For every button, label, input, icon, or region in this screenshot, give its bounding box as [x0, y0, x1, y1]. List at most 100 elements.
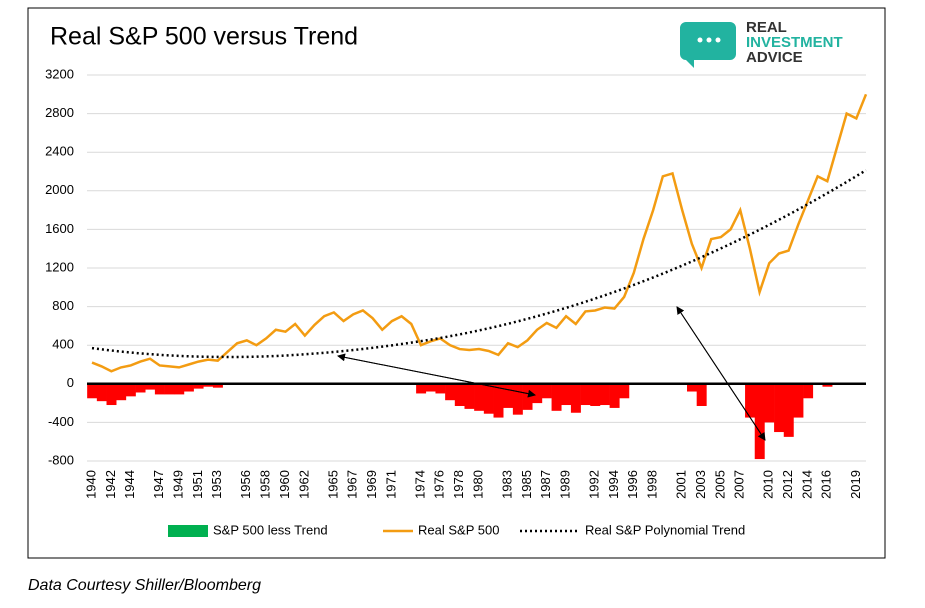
deviation-bar	[193, 383, 204, 389]
deviation-bar	[687, 383, 697, 392]
deviation-bar	[532, 383, 543, 404]
deviation-bar	[474, 383, 485, 411]
deviation-bar	[416, 383, 427, 394]
x-tick-label: 2005	[712, 470, 727, 499]
source-note: Data Courtesy Shiller/Bloomberg	[28, 577, 261, 594]
deviation-bar	[503, 383, 514, 408]
x-tick-label: 1962	[296, 470, 311, 499]
x-tick-label: 1951	[190, 470, 205, 499]
deviation-bar	[154, 383, 165, 395]
x-tick-label: 1989	[558, 470, 573, 499]
x-tick-label: 1942	[103, 470, 118, 499]
deviation-bar	[541, 383, 552, 399]
deviation-bar	[599, 383, 610, 406]
deviation-bar	[745, 383, 756, 418]
logo-icon	[680, 22, 736, 68]
x-tick-label: 1976	[432, 470, 447, 499]
x-tick-label: 1974	[412, 470, 427, 499]
logo-dot	[715, 37, 721, 43]
logo-dot	[697, 37, 703, 43]
legend-label: Real S&P Polynomial Trend	[585, 522, 745, 537]
annotation-arrow	[337, 355, 536, 398]
deviation-bar	[125, 383, 136, 397]
deviation-bar	[551, 383, 562, 411]
annotation-arrow	[676, 306, 766, 441]
deviation-bar	[135, 383, 146, 393]
x-tick-label: 1980	[470, 470, 485, 499]
deviation-bar	[764, 383, 775, 423]
x-tick-label: 2007	[732, 470, 747, 499]
y-tick-label: -800	[48, 452, 74, 467]
deviation-bar	[570, 383, 581, 413]
deviation-bar	[145, 383, 156, 390]
y-tick-label: 400	[52, 337, 74, 352]
logo-text: REAL	[746, 19, 787, 36]
deviation-bar	[435, 383, 446, 394]
deviation-bar	[116, 383, 127, 401]
deviation-bar	[619, 383, 630, 399]
logo-text: ADVICE	[746, 49, 803, 66]
legend-label: Real S&P 500	[418, 522, 499, 537]
x-tick-label: 1992	[587, 470, 602, 499]
x-tick-label: 1996	[625, 470, 640, 499]
x-tick-label: 2012	[780, 470, 795, 499]
y-tick-label: 1200	[45, 259, 74, 274]
deviation-bar	[609, 383, 620, 408]
deviation-bar	[493, 383, 504, 418]
legend: S&P 500 less Trend Real S&P 500 Real S&P P…	[168, 522, 745, 537]
x-tick-label: 1947	[151, 470, 166, 499]
deviation-bar	[87, 383, 98, 399]
x-tick-label: 1998	[645, 470, 660, 499]
x-tick-label: 1978	[451, 470, 466, 499]
legend-swatch	[168, 525, 208, 537]
deviation-bar	[754, 383, 765, 460]
deviation-bar	[512, 383, 523, 415]
deviation-bar	[522, 383, 533, 410]
x-tick-label: 1949	[171, 470, 186, 499]
deviation-bar	[793, 383, 804, 418]
y-tick-label: 1600	[45, 221, 74, 236]
x-tick-label: 1985	[519, 470, 534, 499]
y-tick-label: 2400	[45, 144, 74, 159]
deviation-bar	[561, 383, 572, 406]
x-tick-label: 1940	[83, 470, 98, 499]
logo-text: INVESTMENT	[746, 34, 843, 51]
deviation-bar	[96, 383, 107, 402]
price-line	[91, 93, 868, 373]
x-tick-label: 1983	[499, 470, 514, 499]
x-tick-label: 1965	[325, 470, 340, 499]
x-tick-label: 2019	[848, 470, 863, 499]
deviation-bar	[696, 383, 707, 406]
deviation-bar	[590, 383, 601, 406]
deviation-bar	[445, 383, 456, 401]
x-tick-label: 1967	[345, 470, 360, 499]
y-tick-label: 2000	[45, 182, 74, 197]
y-tick-label: 2800	[45, 105, 74, 120]
deviation-bar	[212, 383, 223, 388]
chart-frame	[27, 7, 886, 559]
y-tick-label: 3200	[45, 66, 74, 81]
y-tick-label: 0	[67, 375, 74, 390]
deviation-bar	[464, 383, 475, 409]
deviation-bar	[454, 383, 465, 406]
x-tick-label: 2016	[819, 470, 834, 499]
x-tick-label: 2003	[693, 470, 708, 499]
deviation-bar	[425, 383, 436, 392]
x-tick-label: 1987	[538, 470, 553, 499]
deviation-bar	[580, 383, 591, 406]
logo-dot	[706, 37, 712, 43]
deviation-bar	[106, 383, 117, 406]
x-tick-label: 1953	[209, 470, 224, 499]
deviation-bar	[203, 383, 214, 387]
deviation-bar	[803, 383, 814, 399]
x-tick-label: 1956	[238, 470, 253, 499]
x-tick-label: 1971	[383, 470, 398, 499]
deviation-bar	[774, 383, 785, 433]
deviation-bar	[483, 383, 494, 414]
logo: REAL INVESTMENT ADVICE	[680, 19, 843, 68]
plot-area: -800 -400 0 400 800 1200 1600 2000 2400 2800 3200 1…	[45, 66, 868, 499]
y-tick-label: 800	[52, 298, 74, 313]
x-tick-label: 1958	[258, 470, 273, 499]
